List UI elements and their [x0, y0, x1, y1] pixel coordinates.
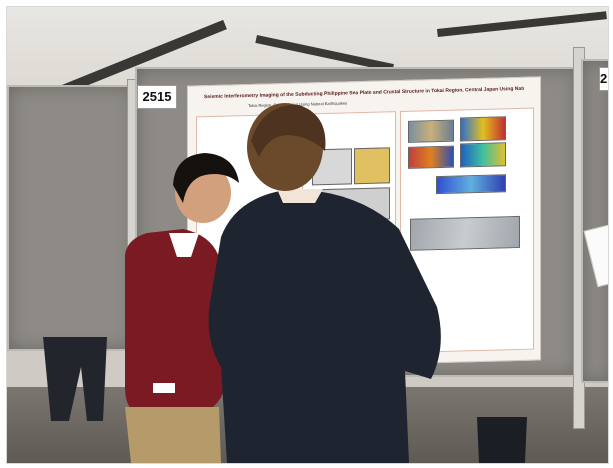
corner-number-sign: 2	[599, 67, 608, 91]
person-in-red-sweater	[125, 153, 239, 463]
photo-frame: 2515 2 Seismic Interferometry Imaging of…	[6, 6, 609, 464]
person-in-navy-jacket	[208, 103, 441, 463]
background-person-legs	[43, 337, 527, 463]
left-board	[7, 85, 136, 351]
booth-number-sign: 2515	[137, 85, 177, 109]
right-board	[581, 59, 608, 383]
